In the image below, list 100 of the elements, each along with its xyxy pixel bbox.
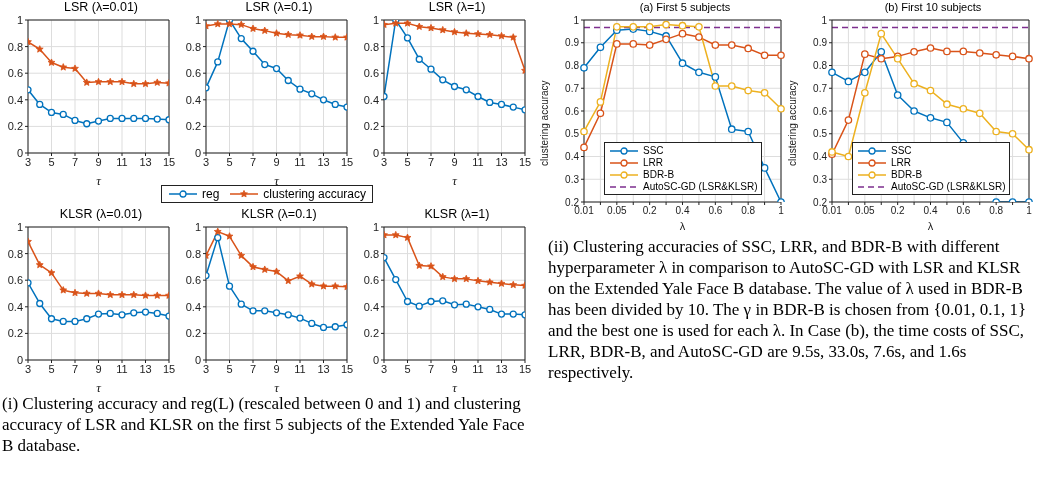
y-tick-label: 1 bbox=[372, 220, 379, 233]
x-tick-label: 9 bbox=[95, 155, 102, 168]
x-tick-label: 11 bbox=[116, 362, 128, 375]
x-tick-label: 3 bbox=[24, 362, 32, 375]
legend-label: LRR bbox=[643, 157, 664, 168]
x-axis-title: τ bbox=[96, 380, 103, 395]
y-tick-label: 0.7 bbox=[813, 82, 828, 94]
x-tick-label: 5 bbox=[48, 155, 55, 168]
x-tick-label: 9 bbox=[451, 155, 458, 168]
x-tick-label: 7 bbox=[427, 362, 435, 375]
x-tick-label: 3 bbox=[24, 155, 32, 168]
x-tick-label: 0.6 bbox=[956, 205, 971, 217]
y-tick-label: 0.2 bbox=[363, 327, 379, 340]
x-tick-label: 13 bbox=[317, 155, 330, 168]
x-tick-label: 15 bbox=[340, 362, 354, 375]
x-axis-title: λ bbox=[679, 220, 686, 232]
y-tick-label: 0.8 bbox=[7, 247, 23, 260]
x-tick-label: 15 bbox=[162, 155, 176, 168]
x-tick-label: 15 bbox=[518, 362, 532, 375]
x-tick-label: 9 bbox=[273, 362, 280, 375]
chart-title: LSR (λ=1) bbox=[427, 0, 487, 15]
chart-title: LSR (λ=0.01) bbox=[63, 0, 139, 15]
y-tick-label: 0.6 bbox=[185, 67, 201, 80]
y-tick-label: 0.4 bbox=[363, 300, 379, 313]
x-tick-label: 13 bbox=[139, 362, 152, 375]
x-tick-label: 1 bbox=[778, 205, 785, 217]
y-tick-label: 0.6 bbox=[185, 274, 201, 287]
x-tick-label: 13 bbox=[317, 362, 330, 375]
y-tick-label: 0.4 bbox=[185, 300, 201, 313]
legend-label: BDR-B bbox=[891, 169, 923, 180]
y-tick-label: 0.8 bbox=[565, 60, 580, 72]
y-axis-title: clustering accuracy bbox=[538, 80, 550, 166]
x-tick-label: 7 bbox=[249, 155, 257, 168]
y-tick-label: 0 bbox=[16, 353, 23, 366]
x-tick-label: 7 bbox=[427, 155, 435, 168]
x-tick-label: 5 bbox=[404, 362, 411, 375]
chart-title: KLSR (λ=0.01) bbox=[58, 207, 144, 222]
y-tick-label: 1 bbox=[821, 14, 828, 26]
y-tick-label: 1 bbox=[16, 220, 23, 233]
x-tick-label: 0.01 bbox=[822, 205, 843, 217]
y-tick-label: 1 bbox=[194, 220, 201, 233]
x-tick-label: 3 bbox=[202, 155, 210, 168]
x-tick-label: 15 bbox=[340, 155, 354, 168]
x-tick-label: 13 bbox=[139, 155, 152, 168]
chart-title: KLSR (λ=1) bbox=[423, 207, 491, 222]
y-tick-label: 0.2 bbox=[813, 196, 828, 208]
x-axis-title: λ bbox=[927, 220, 934, 232]
x-axis-title: τ bbox=[274, 173, 281, 188]
y-tick-label: 0.5 bbox=[565, 128, 580, 140]
y-tick-label: 0.9 bbox=[565, 37, 580, 49]
x-tick-label: 5 bbox=[48, 362, 55, 375]
x-tick-label: 7 bbox=[249, 362, 257, 375]
x-tick-label: 9 bbox=[273, 155, 280, 168]
legend-label: AutoSC-GD (LSR&KLSR) bbox=[643, 181, 758, 192]
x-axis-title: τ bbox=[452, 173, 459, 188]
x-tick-label: 11 bbox=[294, 362, 306, 375]
x-axis-title: τ bbox=[452, 380, 459, 395]
y-tick-label: 0 bbox=[372, 146, 379, 159]
x-tick-label: 0.2 bbox=[642, 205, 658, 217]
x-tick-label: 3 bbox=[202, 362, 210, 375]
legend-label: SSC bbox=[643, 145, 664, 156]
y-tick-label: 0 bbox=[194, 146, 201, 159]
y-tick-label: 0.8 bbox=[185, 40, 201, 53]
x-tick-label: 13 bbox=[495, 155, 508, 168]
y-tick-label: 0 bbox=[372, 353, 379, 366]
chart-title: LSR (λ=0.1) bbox=[244, 0, 314, 15]
y-tick-label: 0.4 bbox=[185, 93, 201, 106]
x-tick-label: 0.8 bbox=[741, 205, 756, 217]
y-tick-label: 0.7 bbox=[565, 82, 580, 94]
y-tick-label: 0.2 bbox=[185, 327, 201, 340]
chart-title: (a) First 5 subjects bbox=[638, 0, 732, 15]
x-tick-label: 0.4 bbox=[923, 205, 938, 217]
text: (ii) Clustering accuracies of SSC, LRR, and BDR-B with different hyperparameter λ in comparison to AutoSC-GD with LSR and KLSR on the Extended Yale Face B database. The value of λ used in BDR-B has been divided by 10. The γ in BDR-B is chosen from {0.01, 0.1, 1} and the best one is used for each λ. In Case (b), the time costs of SSC, LRR, BDR-B, and AutoSC-GD are 9.5s, 33.0s, 7.6s, and 1.6s respectively. bbox=[548, 236, 1028, 383]
x-tick-label: 7 bbox=[71, 155, 79, 168]
y-tick-label: 0.2 bbox=[185, 120, 201, 133]
x-tick-label: 1 bbox=[1026, 205, 1033, 217]
x-axis-title: τ bbox=[274, 380, 281, 395]
y-tick-label: 1 bbox=[16, 13, 23, 26]
y-tick-label: 0.2 bbox=[7, 120, 23, 133]
legend-label: AutoSC-GD (LSR&KLSR) bbox=[891, 181, 1006, 192]
y-tick-label: 0.9 bbox=[813, 37, 828, 49]
x-tick-label: 5 bbox=[226, 155, 233, 168]
y-tick-label: 0.4 bbox=[363, 93, 379, 106]
x-tick-label: 11 bbox=[116, 155, 128, 168]
x-tick-label: 0.8 bbox=[989, 205, 1004, 217]
x-tick-label: 5 bbox=[404, 155, 411, 168]
y-tick-label: 0.6 bbox=[363, 274, 379, 287]
y-tick-label: 0.3 bbox=[813, 173, 828, 185]
y-tick-label: 0.2 bbox=[565, 196, 580, 208]
y-tick-label: 1 bbox=[194, 13, 201, 26]
text: (i) Clustering accuracy and reg(L) (rescaled between 0 and 1) and clustering accuracy of LSR and KLSR on the first 5 subjects of the Extended Yale Face B database. bbox=[2, 393, 526, 456]
chart-title: (b) First 10 subjects bbox=[883, 0, 983, 15]
x-tick-label: 0.05 bbox=[855, 205, 875, 217]
x-tick-label: 9 bbox=[451, 362, 458, 375]
x-tick-label: 7 bbox=[71, 362, 79, 375]
y-tick-label: 0 bbox=[16, 146, 23, 159]
legend-label: SSC bbox=[891, 145, 912, 156]
x-tick-label: 3 bbox=[380, 362, 388, 375]
y-tick-label: 0.8 bbox=[813, 60, 828, 72]
x-tick-label: 13 bbox=[495, 362, 508, 375]
